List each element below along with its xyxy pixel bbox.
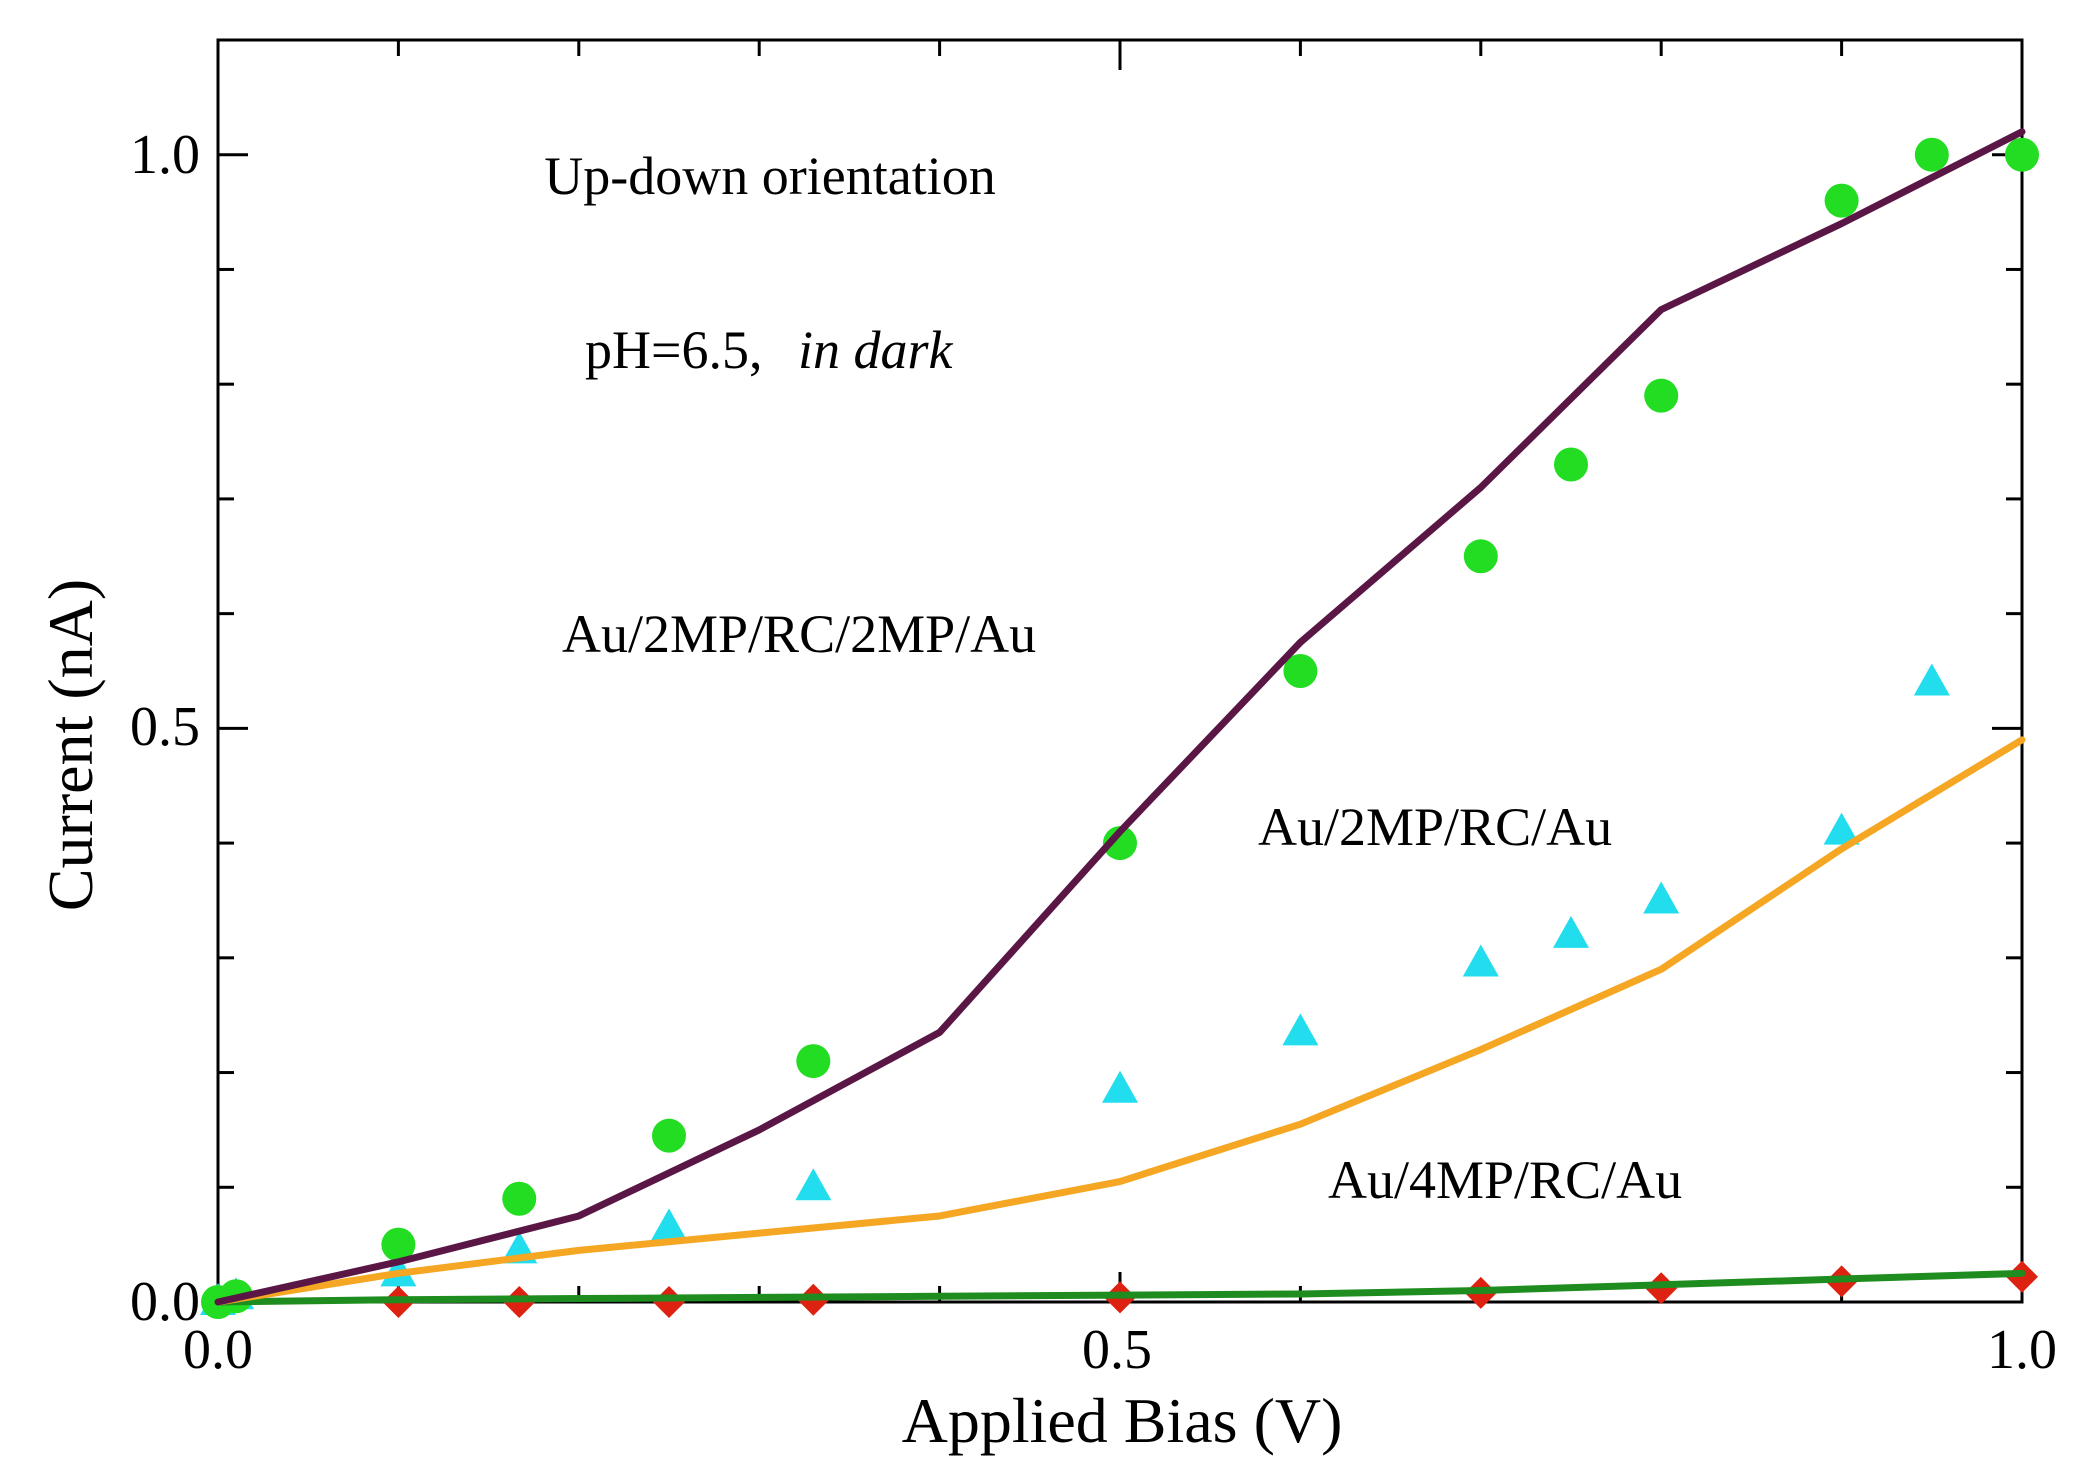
data-point-au-2mp-rc-2mp-au-2 — [381, 1227, 416, 1262]
x-tick-label-0: 0.0 — [183, 1319, 253, 1381]
condition-annotation: pH=6.5, in dark — [585, 320, 953, 380]
x-axis-title: Applied Bias (V) — [902, 1385, 1343, 1456]
data-point-au-2mp-rc-au-11 — [1823, 812, 1860, 845]
data-point-au-2mp-rc-2mp-au-9 — [1554, 447, 1588, 482]
data-point-au-2mp-rc-au-4 — [651, 1208, 687, 1241]
data-point-au-2mp-rc-2mp-au-8 — [1463, 539, 1498, 574]
series-line-au-2mp-rc-au — [214, 736, 2026, 1306]
plot-frame — [216, 38, 2024, 1304]
series-line-au-4mp-rc-au — [214, 1269, 2026, 1306]
data-point-au-2mp-rc-2mp-au-12 — [1914, 137, 1949, 172]
plot-area — [200, 38, 2039, 1319]
data-point-au-2mp-rc-2mp-au-6 — [1103, 826, 1137, 861]
series-label-au-2mp-rc-au: Au/2MP/RC/Au — [1258, 797, 1612, 857]
condition-dark: in dark — [798, 320, 954, 380]
y-tick-label-2: 1.0 — [130, 124, 200, 186]
data-point-au-2mp-rc-au-9 — [1553, 915, 1589, 948]
data-point-au-2mp-rc-2mp-au-13 — [2005, 137, 2039, 172]
data-point-au-2mp-rc-2mp-au-7 — [1283, 654, 1318, 688]
series-line-au-2mp-rc-2mp-au — [214, 128, 2026, 1306]
series-label-au-4mp-rc-au: Au/4MP/RC/Au — [1328, 1150, 1682, 1210]
series-label-au-2mp-rc-2mp-au: Au/2MP/RC/2MP/Au — [562, 604, 1036, 664]
data-point-au-2mp-rc-au-6 — [1102, 1070, 1138, 1103]
data-point-au-2mp-rc-au-7 — [1282, 1013, 1319, 1046]
y-tick-label-0: 0.0 — [130, 1271, 200, 1333]
condition-ph: pH=6.5, — [585, 320, 762, 380]
data-point-au-2mp-rc-2mp-au-4 — [652, 1118, 686, 1153]
x-tick-label-1: 0.5 — [1082, 1319, 1152, 1381]
data-point-au-2mp-rc-au-5 — [795, 1168, 832, 1201]
data-point-au-2mp-rc-2mp-au-5 — [796, 1044, 831, 1079]
data-point-au-2mp-rc-au-12 — [1913, 663, 1950, 696]
data-point-au-2mp-rc-au-8 — [1462, 944, 1499, 977]
data-point-au-2mp-rc-au-10 — [1643, 881, 1680, 914]
data-point-au-2mp-rc-2mp-au-11 — [1824, 183, 1859, 218]
x-tick-label-2: 1.0 — [1987, 1319, 2057, 1381]
data-point-au-2mp-rc-2mp-au-10 — [1644, 378, 1679, 413]
orientation-annotation: Up-down orientation — [544, 146, 995, 206]
y-tick-label-1: 0.5 — [130, 696, 200, 758]
data-point-au-4mp-rc-au-3 — [653, 1286, 685, 1318]
data-point-au-2mp-rc-2mp-au-3 — [502, 1181, 537, 1216]
y-axis-title: Current (nA) — [35, 579, 106, 911]
